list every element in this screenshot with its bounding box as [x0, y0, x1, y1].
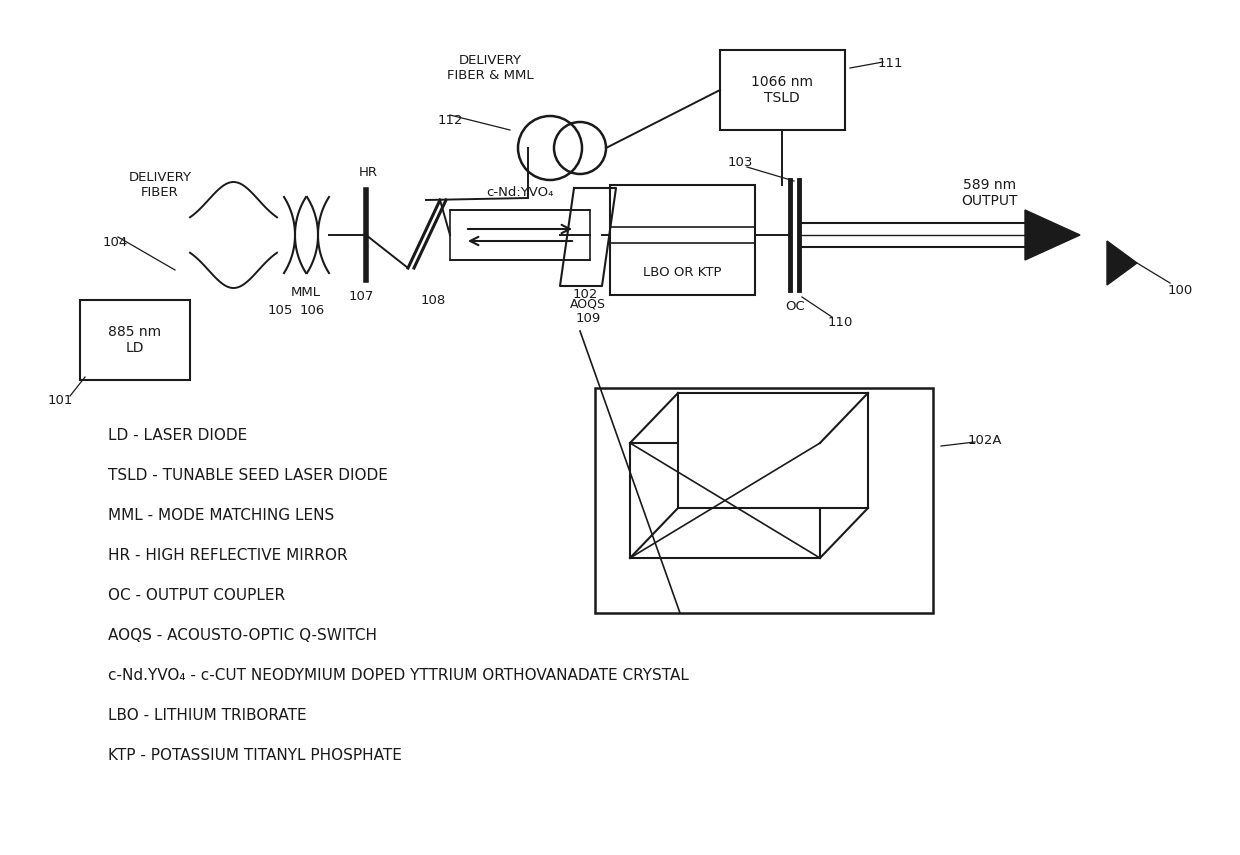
Bar: [610, 185, 755, 295]
Text: AOQS: AOQS: [570, 298, 606, 310]
Text: 110: 110: [827, 316, 853, 329]
Text: 105: 105: [268, 304, 293, 316]
Text: 1066 nm
TSLD: 1066 nm TSLD: [751, 75, 813, 105]
Text: HR - HIGH REFLECTIVE MIRROR: HR - HIGH REFLECTIVE MIRROR: [108, 547, 347, 563]
Polygon shape: [1107, 241, 1137, 285]
Text: c-Nd:YVO₄: c-Nd:YVO₄: [486, 186, 554, 198]
Text: 112: 112: [438, 114, 463, 127]
Text: MML - MODE MATCHING LENS: MML - MODE MATCHING LENS: [108, 508, 335, 522]
Text: DELIVERY
FIBER: DELIVERY FIBER: [129, 171, 191, 199]
Text: c-Nd.YVO₄ - c-CUT NEODYMIUM DOPED YTTRIUM ORTHOVANADATE CRYSTAL: c-Nd.YVO₄ - c-CUT NEODYMIUM DOPED YTTRIU…: [108, 668, 689, 682]
Text: 101: 101: [47, 393, 73, 406]
Text: LBO OR KTP: LBO OR KTP: [642, 267, 722, 280]
Text: KTP - POTASSIUM TITANYL PHOSPHATE: KTP - POTASSIUM TITANYL PHOSPHATE: [108, 747, 402, 763]
Text: OC - OUTPUT COUPLER: OC - OUTPUT COUPLER: [108, 587, 285, 603]
Text: HR: HR: [358, 167, 377, 180]
Text: 108: 108: [420, 293, 445, 306]
Bar: [450, 210, 590, 260]
Polygon shape: [1025, 210, 1080, 260]
Text: 885 nm
LD: 885 nm LD: [108, 325, 161, 355]
Text: 100: 100: [1167, 284, 1193, 297]
Text: 106: 106: [299, 304, 325, 316]
Text: LBO - LITHIUM TRIBORATE: LBO - LITHIUM TRIBORATE: [108, 707, 306, 722]
Text: 107: 107: [348, 291, 373, 304]
Bar: [595, 388, 932, 613]
Bar: [630, 443, 820, 558]
Text: 103: 103: [728, 156, 753, 169]
Text: 104: 104: [103, 235, 128, 249]
Text: MML: MML: [291, 286, 321, 299]
Text: DELIVERY
FIBER & MML: DELIVERY FIBER & MML: [446, 54, 533, 82]
Text: 109: 109: [575, 312, 600, 326]
Text: AOQS - ACOUSTO-OPTIC Q-SWITCH: AOQS - ACOUSTO-OPTIC Q-SWITCH: [108, 628, 377, 642]
Text: LD - LASER DIODE: LD - LASER DIODE: [108, 428, 247, 443]
Text: 111: 111: [877, 57, 903, 70]
Text: OC: OC: [785, 300, 805, 314]
Text: 589 nm
OUTPUT: 589 nm OUTPUT: [962, 178, 1018, 208]
Bar: [81, 300, 190, 380]
Bar: [678, 393, 868, 508]
Bar: [720, 50, 844, 130]
Text: TSLD - TUNABLE SEED LASER DIODE: TSLD - TUNABLE SEED LASER DIODE: [108, 468, 388, 482]
Text: 102: 102: [573, 288, 598, 302]
Text: 102A: 102A: [967, 433, 1002, 446]
